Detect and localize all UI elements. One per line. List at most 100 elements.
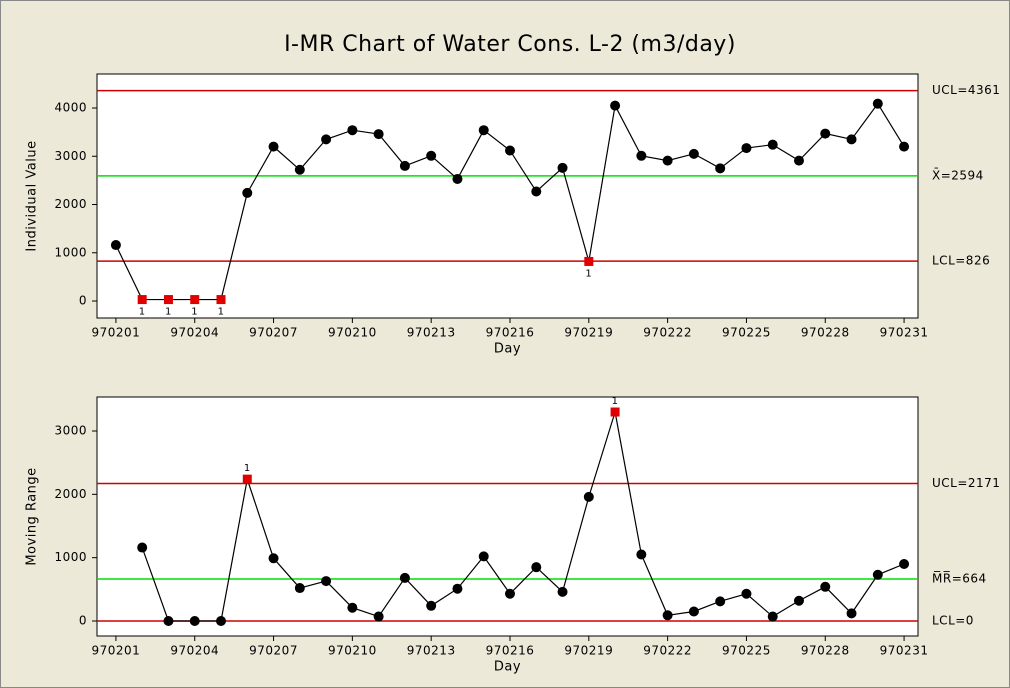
data-point	[688, 606, 699, 617]
data-point	[242, 187, 253, 198]
data-point	[216, 615, 227, 626]
x-tick-label: 970207	[249, 644, 298, 658]
data-point	[294, 583, 305, 594]
data-point	[557, 586, 568, 597]
data-point	[872, 569, 883, 580]
data-point	[268, 553, 279, 564]
data-point	[321, 576, 332, 587]
flagged-point	[190, 295, 200, 305]
x-tick-label: 970219	[564, 326, 613, 340]
control-line-label: UCL=2171	[932, 476, 1000, 490]
data-point	[347, 125, 358, 136]
data-point	[583, 491, 594, 502]
x-tick-label: 970219	[564, 644, 613, 658]
control-line-label: X̄=2594	[932, 168, 984, 182]
data-point	[767, 139, 778, 150]
data-point	[452, 173, 463, 184]
flagged-point	[610, 407, 620, 417]
x-axis-label: Day	[494, 342, 521, 357]
data-point	[531, 186, 542, 197]
data-point	[793, 595, 804, 606]
x-tick-label: 970204	[170, 644, 219, 658]
data-point	[189, 615, 200, 626]
flag-label: 1	[139, 307, 146, 318]
data-point	[504, 145, 515, 156]
data-point	[715, 596, 726, 607]
data-point	[872, 98, 883, 109]
data-point	[426, 150, 437, 161]
y-tick-label: 3000	[54, 149, 87, 163]
flag-label: 1	[585, 268, 592, 279]
data-point	[373, 129, 384, 140]
y-tick-label: 1000	[54, 245, 87, 259]
x-tick-label: 970228	[801, 326, 850, 340]
y-tick-label: 0	[79, 294, 87, 308]
flag-label: 1	[218, 307, 225, 318]
data-point	[899, 558, 910, 569]
flagged-point	[584, 256, 594, 266]
flag-label: 1	[244, 463, 251, 474]
flagged-point	[137, 295, 147, 305]
x-tick-label: 970222	[643, 644, 692, 658]
x-tick-label: 970210	[328, 326, 377, 340]
x-tick-label: 970213	[407, 326, 456, 340]
data-point	[767, 611, 778, 622]
data-point	[662, 610, 673, 621]
data-point	[715, 163, 726, 174]
flag-label: 1	[165, 307, 172, 318]
x-tick-label: 970225	[722, 326, 771, 340]
data-point	[426, 600, 437, 611]
data-point	[163, 615, 174, 626]
y-tick-label: 2000	[54, 197, 87, 211]
data-point	[846, 608, 857, 619]
data-point	[636, 549, 647, 560]
y-tick-label: 4000	[54, 101, 87, 115]
x-tick-label: 970225	[722, 644, 771, 658]
data-point	[741, 143, 752, 154]
x-tick-label: 970201	[92, 644, 141, 658]
data-point	[110, 240, 121, 251]
data-point	[793, 155, 804, 166]
x-tick-label: 970216	[486, 326, 535, 340]
chart-title: I-MR Chart of Water Cons. L-2 (m3/day)	[284, 32, 736, 57]
y-tick-label: 3000	[54, 424, 87, 438]
x-tick-label: 970231	[880, 644, 929, 658]
x-tick-label: 970210	[328, 644, 377, 658]
data-point	[399, 572, 410, 583]
flagged-point	[163, 295, 173, 305]
x-tick-label: 970228	[801, 644, 850, 658]
data-point	[820, 128, 831, 139]
data-point	[610, 100, 621, 111]
data-point	[452, 583, 463, 594]
data-point	[688, 148, 699, 159]
plot-area	[96, 73, 919, 319]
data-point	[820, 581, 831, 592]
y-axis-label: Moving Range	[25, 467, 40, 565]
x-tick-label: 970207	[249, 326, 298, 340]
data-point	[504, 588, 515, 599]
flagged-point	[216, 295, 226, 305]
y-tick-label: 1000	[54, 550, 87, 564]
flag-label: 1	[612, 396, 619, 407]
control-line-label: M̅R̅=664	[932, 570, 987, 585]
data-point	[846, 134, 857, 145]
x-tick-label: 970222	[643, 326, 692, 340]
data-point	[899, 141, 910, 152]
data-point	[478, 125, 489, 136]
y-tick-label: 0	[79, 613, 87, 627]
control-line-label: UCL=4361	[932, 83, 1000, 97]
y-axis-label: Individual Value	[25, 140, 40, 251]
data-point	[478, 551, 489, 562]
data-point	[741, 588, 752, 599]
data-point	[531, 562, 542, 573]
data-point	[373, 611, 384, 622]
data-point	[321, 134, 332, 145]
x-tick-label: 970201	[92, 326, 141, 340]
data-point	[636, 150, 647, 161]
x-axis-label: Day	[494, 660, 521, 675]
control-line-label: LCL=826	[932, 254, 990, 268]
data-point	[294, 164, 305, 175]
x-tick-label: 970216	[486, 644, 535, 658]
